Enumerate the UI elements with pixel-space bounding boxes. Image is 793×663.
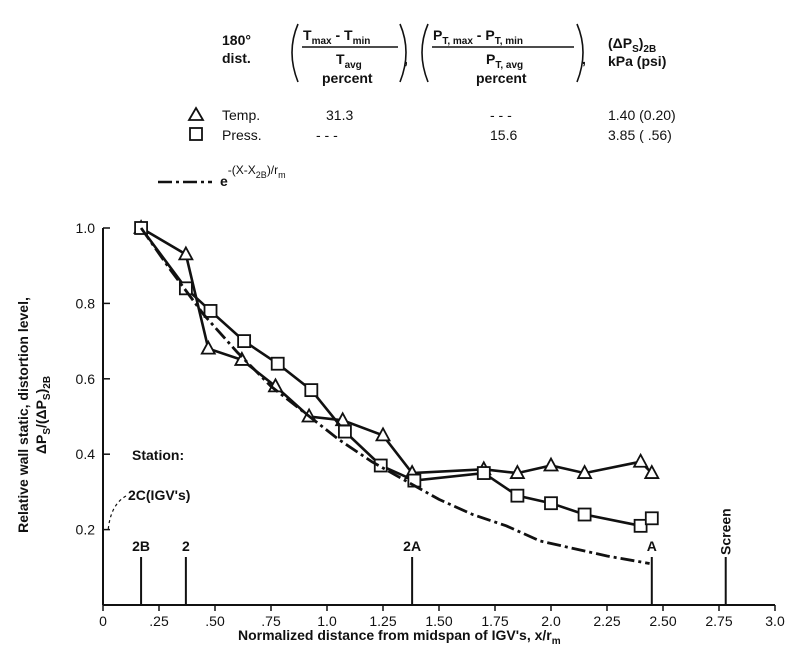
series-line-exp-curve (139, 227, 650, 565)
station-label-screen: Screen (718, 508, 734, 555)
row-temp-label: Temp. (222, 107, 260, 123)
press-fraction-comma: , (582, 51, 586, 67)
triangle-point (632, 452, 649, 468)
square-point (633, 518, 648, 533)
triangle-point (643, 464, 660, 479)
station-label-a: A (647, 538, 657, 554)
legend-table: 180° dist. Tmax - Tmin Tavg , percent PT… (158, 23, 676, 189)
triangle-point (374, 426, 392, 442)
x-tick-label: .25 (149, 613, 169, 629)
x-axis-label: Normalized distance from midspan of IGV'… (238, 627, 561, 647)
row-temp-temp-pct: 31.3 (326, 107, 353, 123)
press-percent: percent (476, 70, 527, 86)
square-point (510, 488, 525, 503)
square-point (203, 304, 218, 318)
y-axis-ticks: 0.2 0.4 0.6 0.8 1.0 (76, 220, 110, 538)
y-axis-label: Relative wall static, distortion level, … (15, 297, 53, 533)
press-fraction-right-paren (576, 23, 584, 83)
triangle-point (576, 464, 593, 479)
header-dist-line1: 180° (222, 32, 251, 48)
station-label-2b: 2B (132, 538, 150, 554)
triangle-point (200, 339, 217, 355)
x-tick-label: 3.0 (765, 613, 785, 629)
row-press-press-pct: 15.6 (490, 127, 517, 143)
x-tick-label: 0 (99, 613, 107, 629)
row-press-label: Press. (222, 127, 262, 143)
x-tick-label: 2.0 (541, 613, 561, 629)
square-point (644, 511, 659, 526)
igv-leader-line (107, 495, 127, 533)
axes: 0 .25 .50 .75 1.0 1.25 1.50 1.75 2.0 2.25 2.50 2.75… (76, 220, 785, 629)
x-tick-label: 2.75 (705, 613, 732, 629)
x-tick-label: 2.50 (649, 613, 676, 629)
y-tick-label: 1.0 (76, 220, 96, 236)
y-tick-label: 0.2 (76, 522, 96, 538)
series-line-square (140, 227, 653, 528)
temp-fraction-left-paren (291, 23, 299, 83)
igv-label: 2C(IGV's) (128, 487, 190, 503)
row-temp-dps: 1.40 (0.20) (608, 107, 676, 123)
press-fraction-left-paren (421, 23, 429, 83)
plot-area (133, 219, 660, 565)
station-label-2: 2 (182, 538, 190, 554)
x-tick-label: 1.75 (481, 613, 508, 629)
y-axis-label-line2: ΔPS/(ΔPS)2B (33, 376, 53, 454)
square-point (338, 424, 352, 439)
y-tick-label: 0.8 (76, 295, 96, 311)
station-label-2a: 2A (403, 538, 421, 554)
x-tick-label: 2.25 (593, 613, 620, 629)
y-tick-label: 0.6 (76, 371, 96, 387)
temp-fraction-numerator: Tmax - Tmin (303, 27, 370, 47)
dps-header: (ΔPS)2B (608, 35, 656, 55)
press-fraction-denominator: PT, avg (486, 51, 523, 71)
dps-units: kPa (psi) (608, 53, 666, 69)
legend-triangle-marker (187, 106, 205, 121)
triangle-point (177, 245, 194, 261)
legend-curve-label: e-(X-X2B)/rm (220, 163, 286, 189)
header-dist-line2: dist. (222, 50, 251, 66)
x-axis-ticks: 0 .25 .50 .75 1.0 1.25 1.50 1.75 2.0 2.25 2.50 2.75… (99, 605, 785, 629)
temp-fraction-denominator: Tavg (336, 51, 362, 71)
square-point (476, 466, 491, 480)
y-axis-label-line1: Relative wall static, distortion level, (15, 297, 31, 533)
row-press-temp-pct: - - - (316, 127, 338, 143)
square-point (544, 496, 558, 511)
temp-fraction-comma: , (404, 51, 408, 67)
station-label: Station: (132, 447, 184, 463)
row-press-dps: 3.85 ( .56) (608, 127, 672, 143)
square-point (304, 383, 319, 398)
series-line-triangle (140, 226, 653, 475)
press-fraction-numerator: PT, max - PT, min (433, 27, 523, 47)
row-temp-press-pct: - - - (490, 107, 512, 123)
x-tick-label: 1.0 (317, 613, 337, 629)
x-tick-label: 1.50 (425, 613, 452, 629)
x-tick-label: .75 (261, 613, 281, 629)
square-point (270, 356, 285, 371)
triangle-point (509, 464, 526, 479)
temp-percent: percent (322, 70, 373, 86)
square-point (577, 507, 592, 522)
temp-fraction-right-paren (399, 23, 407, 83)
station-markers: 2B 2 2A A Screen (132, 508, 734, 605)
triangle-point (542, 456, 560, 472)
y-tick-label: 0.4 (76, 446, 96, 462)
x-tick-label: 1.25 (369, 613, 396, 629)
square-point (237, 334, 252, 349)
x-tick-label: .50 (205, 613, 225, 629)
legend-square-marker (189, 127, 203, 141)
